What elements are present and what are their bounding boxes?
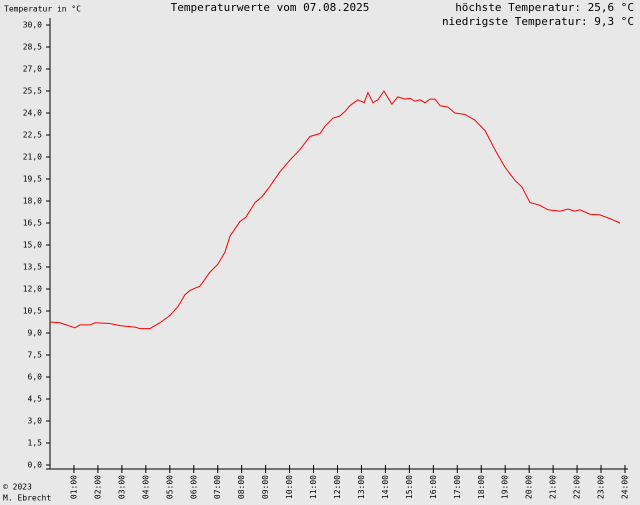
x-tick-label: 05:00: [165, 475, 174, 499]
x-tick-label: 18:00: [477, 475, 486, 499]
x-tick-label: 10:00: [285, 475, 294, 499]
y-tick-label: 27,0: [23, 65, 42, 74]
copyright: © 2023: [3, 483, 32, 492]
x-tick-label: 22:00: [573, 475, 582, 499]
y-tick-label: 22,5: [23, 131, 42, 140]
author: M. Ebrecht: [3, 494, 51, 503]
y-tick-label: 10,5: [23, 307, 42, 316]
y-axis-label: Temperatur in °C: [4, 5, 81, 14]
y-tick-label: 30,0: [23, 21, 42, 30]
y-tick-label: 24,0: [23, 109, 42, 118]
x-tick-label: 02:00: [93, 475, 102, 499]
y-tick-label: 28,5: [23, 43, 42, 52]
y-tick-label: 15,0: [23, 241, 42, 250]
x-tick-label: 17:00: [453, 475, 462, 499]
y-tick-label: 21,0: [23, 153, 42, 162]
x-tick-label: 20:00: [525, 475, 534, 499]
x-tick-label: 09:00: [261, 475, 270, 499]
x-tick-label: 08:00: [237, 475, 246, 499]
x-tick-label: 15:00: [405, 475, 414, 499]
x-tick-label: 11:00: [309, 475, 318, 499]
temperature-line: [49, 90, 621, 330]
y-tick-label: 9,0: [28, 329, 43, 338]
x-tick-label: 13:00: [357, 475, 366, 499]
y-tick-label: 1,5: [28, 439, 43, 448]
x-tick-label: 06:00: [189, 475, 198, 499]
x-tick-label: 21:00: [549, 475, 558, 499]
x-tick-label: 23:00: [597, 475, 606, 499]
x-tick-label: 04:00: [141, 475, 150, 499]
y-tick-label: 13,5: [23, 263, 42, 272]
y-tick-label: 4,5: [28, 395, 43, 404]
y-tick-label: 19,5: [23, 175, 42, 184]
x-tick-label: 24:00: [621, 475, 630, 499]
x-tick-label: 03:00: [117, 475, 126, 499]
y-tick-label: 7,5: [28, 351, 43, 360]
chart-title: Temperaturwerte vom 07.08.2025: [171, 1, 370, 14]
y-tick-label: 12,0: [23, 285, 42, 294]
x-tick-label: 19:00: [501, 475, 510, 499]
y-tick-label: 0,0: [28, 461, 43, 470]
max-annotation: höchste Temperatur: 25,6 °C: [455, 1, 634, 14]
y-tick-label: 3,0: [28, 417, 43, 426]
y-tick-label: 16,5: [23, 219, 42, 228]
y-tick-label: 25,5: [23, 87, 42, 96]
y-tick-label: 18,0: [23, 197, 42, 206]
x-tick-label: 16:00: [429, 475, 438, 499]
x-tick-label: 12:00: [333, 475, 342, 499]
x-tick-label: 14:00: [381, 475, 390, 499]
x-tick-label: 01:00: [69, 475, 78, 499]
x-tick-label: 07:00: [213, 475, 222, 499]
min-annotation: niedrigste Temperatur: 9,3 °C: [442, 15, 634, 28]
y-tick-label: 6,0: [28, 373, 43, 382]
